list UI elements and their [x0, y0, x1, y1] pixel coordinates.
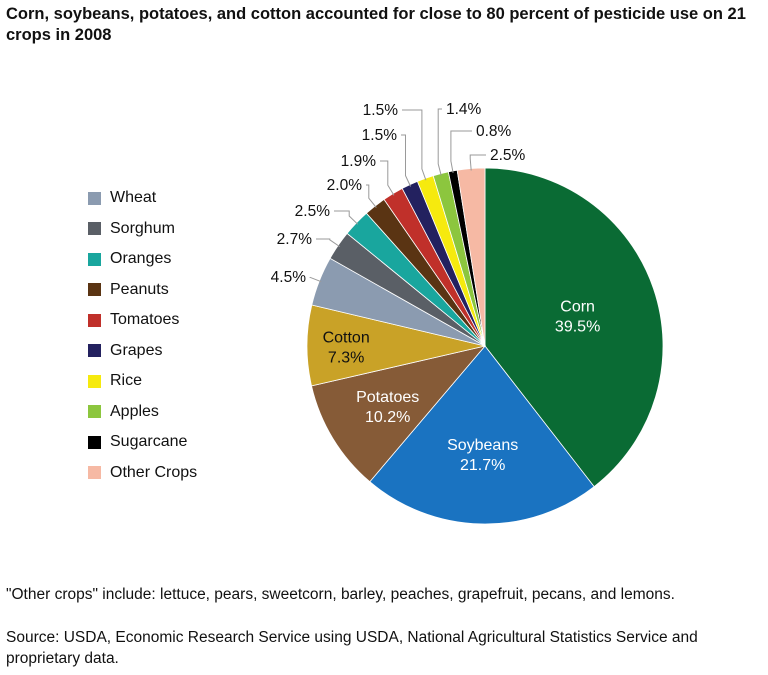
slice-value-grapes: 1.5%	[362, 127, 398, 144]
leader-line-sorghum	[316, 238, 340, 248]
slice-value-other-crops: 2.5%	[490, 147, 526, 164]
legend-swatch-peanuts	[88, 283, 101, 297]
legend-item-other-crops: Other Crops	[88, 458, 197, 489]
slice-value-oranges: 2.5%	[295, 203, 331, 220]
slice-value-wheat: 4.5%	[271, 269, 307, 286]
pie-slice-soybeans	[369, 345, 595, 525]
legend-item-sorghum: Sorghum	[88, 214, 197, 245]
leader-line-peanuts	[366, 184, 377, 208]
leader-line-rice	[402, 109, 427, 181]
legend-label-peanuts: Peanuts	[110, 280, 169, 298]
legend-swatch-grapes	[88, 344, 101, 358]
legend-label-wheat: Wheat	[110, 189, 157, 207]
slice-value-corn: 39.5%	[555, 318, 600, 335]
legend-label-rice: Rice	[110, 372, 143, 390]
legend-item-apples: Apples	[88, 397, 197, 428]
chart-title: Corn, soybeans, potatoes, and cotton acc…	[6, 5, 746, 44]
legend-swatch-wheat	[88, 191, 101, 205]
legend-item-wheat: Wheat	[88, 183, 197, 214]
legend-item-rice: Rice	[88, 366, 197, 397]
legend-swatch-oranges	[88, 252, 101, 266]
leader-line-sugarcane	[450, 130, 472, 173]
legend-item-sugarcane: Sugarcane	[88, 427, 197, 458]
slice-value-sorghum: 2.7%	[277, 231, 313, 248]
slice-value-apples: 1.4%	[446, 101, 482, 118]
leader-line-wheat	[309, 276, 322, 283]
source-note: Source: USDA, Economic Research Service …	[6, 629, 698, 667]
legend-item-oranges: Oranges	[88, 244, 197, 275]
other-crops-note: "Other crops" include: lettuce, pears, s…	[6, 586, 675, 603]
leader-line-oranges	[334, 210, 359, 225]
chart-legend: Wheat Sorghum Oranges Peanuts Tomatoes Grapes…	[88, 183, 197, 488]
legend-item-peanuts: Peanuts	[88, 275, 197, 306]
pie-slice-corn	[484, 167, 664, 488]
leader-line-other-crops	[469, 154, 486, 171]
slice-name-corn: Corn	[560, 298, 595, 315]
legend-label-grapes: Grapes	[110, 341, 163, 359]
slice-value-rice: 1.5%	[363, 102, 399, 119]
slice-value-sugarcane: 0.8%	[476, 123, 512, 140]
legend-swatch-apples	[88, 405, 101, 419]
legend-swatch-rice	[88, 374, 101, 388]
slice-value-peanuts: 2.0%	[327, 177, 363, 194]
legend-swatch-tomatoes	[88, 313, 101, 327]
slice-name-soybeans: Soybeans	[447, 437, 518, 454]
legend-label-oranges: Oranges	[110, 250, 172, 268]
slice-value-soybeans: 21.7%	[460, 457, 505, 474]
legend-item-grapes: Grapes	[88, 336, 197, 367]
legend-swatch-sugarcane	[88, 435, 101, 449]
legend-label-apples: Apples	[110, 402, 159, 420]
slice-value-potatoes: 10.2%	[365, 409, 410, 426]
pie-slice-potatoes	[311, 345, 487, 483]
leader-line-grapes	[401, 134, 412, 187]
pie-chart: Corn 39.5% Soybeans 21.7% Potatoes 10.2% Cotto…	[271, 101, 664, 525]
legend-swatch-other-crops	[88, 466, 101, 480]
leader-line-tomatoes	[380, 160, 395, 196]
slice-value-cotton: 7.3%	[328, 350, 364, 367]
slice-name-cotton: Cotton	[323, 330, 370, 347]
legend-label-sugarcane: Sugarcane	[110, 433, 188, 451]
slice-name-potatoes: Potatoes	[356, 389, 419, 406]
legend-label-sorghum: Sorghum	[110, 219, 175, 237]
leader-line-apples	[437, 108, 442, 176]
legend-swatch-sorghum	[88, 222, 101, 236]
legend-item-tomatoes: Tomatoes	[88, 305, 197, 336]
slice-value-tomatoes: 1.9%	[341, 153, 377, 170]
legend-label-other-crops: Other Crops	[110, 463, 198, 481]
legend-label-tomatoes: Tomatoes	[110, 311, 180, 329]
